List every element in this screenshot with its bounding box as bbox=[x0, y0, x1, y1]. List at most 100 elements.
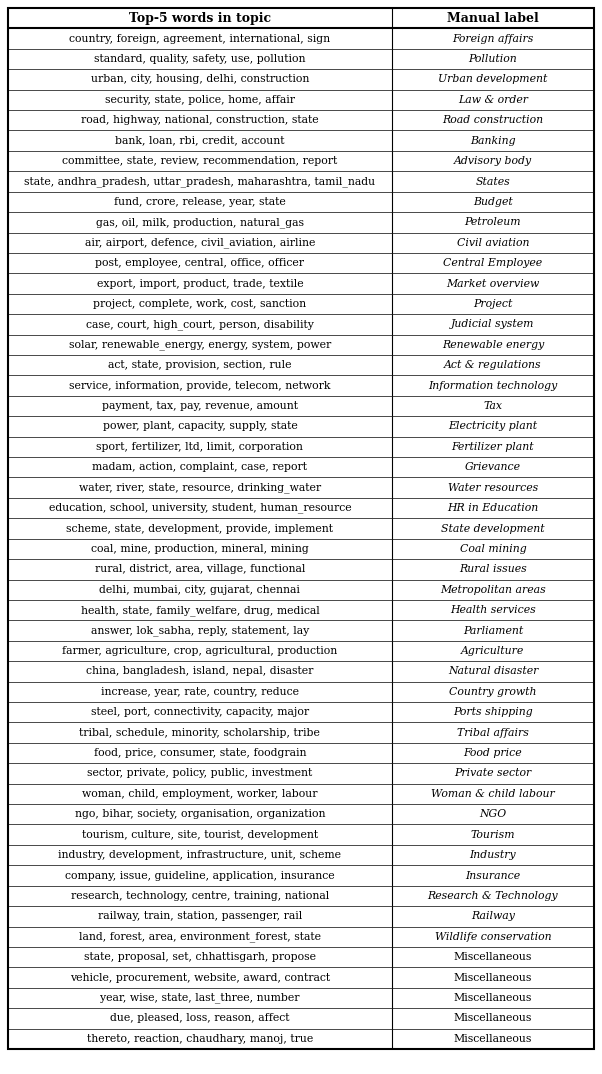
Text: health, state, family_welfare, drug, medical: health, state, family_welfare, drug, med… bbox=[81, 605, 319, 615]
Text: Insurance: Insurance bbox=[465, 871, 521, 881]
Text: export, import, product, trade, textile: export, import, product, trade, textile bbox=[96, 278, 303, 289]
Text: state, andhra_pradesh, uttar_pradesh, maharashtra, tamil_nadu: state, andhra_pradesh, uttar_pradesh, ma… bbox=[24, 176, 376, 187]
Text: Information technology: Information technology bbox=[428, 380, 557, 391]
Text: Industry: Industry bbox=[470, 851, 517, 860]
Text: Manual label: Manual label bbox=[447, 12, 539, 25]
Text: security, state, police, home, affair: security, state, police, home, affair bbox=[105, 95, 295, 105]
Text: Electricity plant: Electricity plant bbox=[448, 421, 538, 432]
Text: Project: Project bbox=[473, 299, 512, 309]
Text: Metropolitan areas: Metropolitan areas bbox=[440, 584, 546, 595]
Text: Rural issues: Rural issues bbox=[459, 564, 527, 575]
Text: food, price, consumer, state, foodgrain: food, price, consumer, state, foodgrain bbox=[94, 748, 306, 758]
Text: farmer, agriculture, crop, agricultural, production: farmer, agriculture, crop, agricultural,… bbox=[62, 645, 338, 656]
Text: company, issue, guideline, application, insurance: company, issue, guideline, application, … bbox=[65, 871, 335, 881]
Text: Private sector: Private sector bbox=[455, 768, 532, 779]
Text: Law & order: Law & order bbox=[458, 95, 528, 105]
Text: Miscellaneous: Miscellaneous bbox=[454, 973, 532, 983]
Text: china, bangladesh, island, nepal, disaster: china, bangladesh, island, nepal, disast… bbox=[86, 666, 314, 677]
Text: Agriculture: Agriculture bbox=[461, 645, 524, 656]
Text: State development: State development bbox=[441, 523, 545, 534]
Text: Road construction: Road construction bbox=[442, 115, 544, 126]
Text: project, complete, work, cost, sanction: project, complete, work, cost, sanction bbox=[93, 299, 306, 309]
Text: Act & regulations: Act & regulations bbox=[444, 360, 542, 371]
Text: States: States bbox=[476, 176, 510, 187]
Text: Judicial system: Judicial system bbox=[451, 319, 535, 330]
Text: Pollution: Pollution bbox=[468, 54, 517, 64]
Text: urban, city, housing, delhi, construction: urban, city, housing, delhi, constructio… bbox=[91, 74, 309, 85]
Text: Renewable energy: Renewable energy bbox=[442, 339, 544, 350]
Text: gas, oil, milk, production, natural_gas: gas, oil, milk, production, natural_gas bbox=[96, 217, 304, 228]
Text: HR in Education: HR in Education bbox=[447, 503, 539, 513]
Text: Miscellaneous: Miscellaneous bbox=[454, 1034, 532, 1044]
Text: Research & Technology: Research & Technology bbox=[427, 891, 558, 901]
Text: Top-5 words in topic: Top-5 words in topic bbox=[129, 12, 271, 25]
Text: Water resources: Water resources bbox=[448, 482, 538, 493]
Text: air, airport, defence, civil_aviation, airline: air, airport, defence, civil_aviation, a… bbox=[85, 237, 315, 248]
Text: state, proposal, set, chhattisgarh, propose: state, proposal, set, chhattisgarh, prop… bbox=[84, 953, 316, 962]
Text: research, technology, centre, training, national: research, technology, centre, training, … bbox=[71, 891, 329, 901]
Text: Health services: Health services bbox=[450, 605, 536, 615]
Text: thereto, reaction, chaudhary, manoj, true: thereto, reaction, chaudhary, manoj, tru… bbox=[87, 1034, 313, 1044]
Text: Central Employee: Central Employee bbox=[443, 258, 542, 268]
Text: sector, private, policy, public, investment: sector, private, policy, public, investm… bbox=[87, 768, 312, 779]
Text: Petroleum: Petroleum bbox=[465, 217, 521, 228]
Text: fund, crore, release, year, state: fund, crore, release, year, state bbox=[114, 197, 286, 207]
Text: country, foreign, agreement, international, sign: country, foreign, agreement, internation… bbox=[69, 33, 330, 44]
Text: service, information, provide, telecom, network: service, information, provide, telecom, … bbox=[69, 380, 330, 391]
Text: Tribal affairs: Tribal affairs bbox=[457, 727, 529, 738]
Text: water, river, state, resource, drinking_water: water, river, state, resource, drinking_… bbox=[79, 482, 321, 493]
Text: railway, train, station, passenger, rail: railway, train, station, passenger, rail bbox=[98, 912, 302, 921]
Text: case, court, high_court, person, disability: case, court, high_court, person, disabil… bbox=[86, 319, 314, 330]
Text: Wildlife conservation: Wildlife conservation bbox=[435, 932, 551, 942]
Text: increase, year, rate, country, reduce: increase, year, rate, country, reduce bbox=[101, 686, 299, 697]
Text: payment, tax, pay, revenue, amount: payment, tax, pay, revenue, amount bbox=[102, 401, 298, 411]
Text: Natural disaster: Natural disaster bbox=[448, 666, 538, 677]
Text: Ports shipping: Ports shipping bbox=[453, 707, 533, 717]
Text: Miscellaneous: Miscellaneous bbox=[454, 993, 532, 1003]
Text: sport, fertilizer, ltd, limit, corporation: sport, fertilizer, ltd, limit, corporati… bbox=[96, 441, 303, 452]
Text: madam, action, complaint, case, report: madam, action, complaint, case, report bbox=[93, 462, 308, 473]
Text: rural, district, area, village, functional: rural, district, area, village, function… bbox=[95, 564, 305, 575]
Text: Urban development: Urban development bbox=[438, 74, 548, 85]
Text: delhi, mumbai, city, gujarat, chennai: delhi, mumbai, city, gujarat, chennai bbox=[99, 584, 300, 595]
Text: standard, quality, safety, use, pollution: standard, quality, safety, use, pollutio… bbox=[94, 54, 306, 64]
Text: Country growth: Country growth bbox=[449, 686, 536, 697]
Text: due, pleased, loss, reason, affect: due, pleased, loss, reason, affect bbox=[110, 1014, 290, 1024]
Text: tourism, culture, site, tourist, development: tourism, culture, site, tourist, develop… bbox=[82, 830, 318, 840]
Text: Parliament: Parliament bbox=[463, 625, 523, 636]
Text: steel, port, connectivity, capacity, major: steel, port, connectivity, capacity, maj… bbox=[91, 707, 309, 717]
Text: Grievance: Grievance bbox=[465, 462, 521, 473]
Text: coal, mine, production, mineral, mining: coal, mine, production, mineral, mining bbox=[91, 543, 309, 554]
Text: land, forest, area, environment_forest, state: land, forest, area, environment_forest, … bbox=[79, 931, 321, 942]
Text: post, employee, central, office, officer: post, employee, central, office, officer bbox=[95, 258, 305, 268]
Text: act, state, provision, section, rule: act, state, provision, section, rule bbox=[108, 360, 291, 371]
Text: Tax: Tax bbox=[483, 401, 503, 411]
Text: Budget: Budget bbox=[473, 197, 513, 207]
Text: road, highway, national, construction, state: road, highway, national, construction, s… bbox=[81, 115, 318, 126]
Text: solar, renewable_energy, energy, system, power: solar, renewable_energy, energy, system,… bbox=[69, 339, 331, 350]
Text: Fertilizer plant: Fertilizer plant bbox=[452, 441, 534, 452]
Text: year, wise, state, last_three, number: year, wise, state, last_three, number bbox=[100, 992, 300, 1003]
Text: Civil aviation: Civil aviation bbox=[457, 237, 529, 248]
Text: Coal mining: Coal mining bbox=[459, 543, 526, 554]
Text: woman, child, employment, worker, labour: woman, child, employment, worker, labour bbox=[82, 788, 318, 799]
Text: answer, lok_sabha, reply, statement, lay: answer, lok_sabha, reply, statement, lay bbox=[91, 625, 309, 636]
Text: committee, state, review, recommendation, report: committee, state, review, recommendation… bbox=[62, 156, 338, 166]
Text: NGO: NGO bbox=[479, 810, 506, 819]
Text: industry, development, infrastructure, unit, scheme: industry, development, infrastructure, u… bbox=[58, 851, 341, 860]
Text: bank, loan, rbi, credit, account: bank, loan, rbi, credit, account bbox=[115, 135, 285, 146]
Text: Tourism: Tourism bbox=[471, 830, 515, 840]
Text: Foreign affairs: Foreign affairs bbox=[452, 33, 533, 44]
Text: power, plant, capacity, supply, state: power, plant, capacity, supply, state bbox=[102, 421, 297, 432]
Text: ngo, bihar, society, organisation, organization: ngo, bihar, society, organisation, organ… bbox=[75, 810, 325, 819]
Text: vehicle, procurement, website, award, contract: vehicle, procurement, website, award, co… bbox=[70, 973, 330, 983]
Text: Advisory body: Advisory body bbox=[454, 156, 532, 166]
Text: Miscellaneous: Miscellaneous bbox=[454, 1014, 532, 1024]
Text: Market overview: Market overview bbox=[446, 278, 539, 289]
Text: tribal, schedule, minority, scholarship, tribe: tribal, schedule, minority, scholarship,… bbox=[79, 727, 320, 738]
Text: scheme, state, development, provide, implement: scheme, state, development, provide, imp… bbox=[66, 523, 334, 534]
Text: Woman & child labour: Woman & child labour bbox=[431, 788, 555, 799]
Text: education, school, university, student, human_resource: education, school, university, student, … bbox=[49, 503, 351, 513]
Text: Miscellaneous: Miscellaneous bbox=[454, 953, 532, 962]
Text: Railway: Railway bbox=[471, 912, 515, 921]
